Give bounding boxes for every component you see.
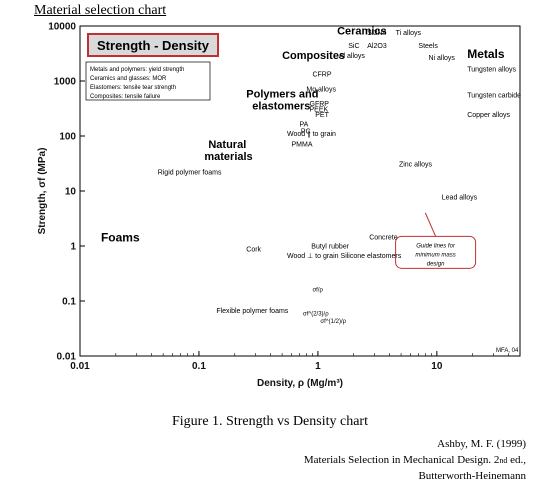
y-tick-label: 0.01 — [57, 352, 77, 363]
chart-title: Strength - Density — [97, 38, 210, 53]
material-label-ni-alloys: Ni alloys — [428, 55, 455, 62]
guide-exponent-1: σf/ρ — [312, 287, 323, 293]
citation-author: Ashby, M. F. (1999) — [437, 438, 526, 450]
material-label-flexible-polymer-foams: Flexible polymer foams — [216, 308, 288, 315]
guide-exponent-2: σf^(2/3)/ρ — [303, 311, 329, 317]
family-label-foams: Foams — [101, 231, 140, 245]
material-label-wood-to-grain: Wood ⊥ to grain — [287, 253, 339, 260]
y-tick-label: 10000 — [48, 22, 76, 33]
x-tick-label: 1 — [315, 361, 321, 372]
guide-exponent-3: σf^(1/2)/ρ — [320, 319, 346, 325]
legend-line-4: Composites: tensile failure — [90, 94, 161, 100]
family-label-natural-2: materials — [204, 151, 252, 163]
material-label-concrete: Concrete — [369, 235, 398, 242]
material-label-pmma: PMMA — [292, 141, 313, 148]
y-tick-label: 1000 — [54, 77, 77, 88]
family-label-composites: Composites — [282, 50, 345, 62]
citation-title: Materials Selection in Mechanical Design… — [303, 454, 526, 466]
material-label-pet: PET — [315, 112, 329, 119]
x-tick-label: 10 — [431, 361, 443, 372]
material-label-peek: PEEK — [310, 106, 329, 113]
y-tick-label: 1 — [70, 242, 76, 253]
material-label-mg-alloys: Mg alloys — [306, 86, 336, 93]
page-heading: Material selection chart — [34, 3, 167, 18]
x-axis-label: Density, ρ (Mg/m³) — [257, 378, 343, 389]
material-label-butyl-rubber: Butyl rubber — [311, 244, 349, 251]
strength-density-chart: 0.01 0.1 1 10 10000 1000 100 10 1 0.1 0.01 Density,… — [37, 22, 521, 390]
legend-line-2: Ceramics and glasses: MOR — [90, 76, 167, 82]
material-label-pc: PC — [301, 129, 311, 136]
family-label-metals: Metals — [467, 47, 505, 61]
material-label-pa: PA — [299, 121, 308, 128]
material-label-tungsten-alloys: Tungsten alloys — [467, 66, 516, 73]
material-label-ti-alloys: Ti alloys — [396, 30, 422, 37]
y-tick-label: 100 — [59, 132, 76, 143]
material-label-al-alloys: Al alloys — [339, 53, 366, 60]
guide-label-line1: Guide lines for — [416, 243, 456, 249]
x-tick-label: 0.01 — [70, 361, 90, 372]
chart-title-box — [87, 33, 219, 57]
material-label-tungsten-carbide: Tungsten carbide — [467, 93, 521, 100]
figure-caption: Figure 1. Strength vs Density chart — [172, 414, 368, 429]
material-label-al2o3: Al2O3 — [367, 43, 387, 50]
family-label-polymers-1: Polymers and — [246, 89, 318, 101]
y-tick-label: 0.1 — [62, 297, 76, 308]
material-label-sic: SiC — [348, 43, 359, 50]
material-label-steels: Steels — [418, 43, 438, 50]
material-label-cork: Cork — [246, 246, 261, 253]
family-label-ceramics: Ceramics — [337, 26, 387, 38]
material-label-cfrp: CFRP — [312, 72, 331, 79]
y-tick-label: 10 — [65, 187, 77, 198]
chart-text: 0.01 0.1 1 10 10000 1000 100 10 1 0.1 0.01 Density,… — [37, 22, 521, 390]
material-label-copper-alloys: Copper alloys — [467, 112, 510, 119]
material-label-silicone-elastomers: Silicone elastomers — [341, 253, 402, 260]
legend-box — [85, 61, 211, 101]
family-label-natural-1: Natural — [208, 139, 246, 151]
material-label-rigid-polymer-foams: Rigid polymer foams — [158, 169, 222, 176]
material-label-zinc-alloys: Zinc alloys — [399, 161, 433, 168]
y-axis-label: Strength, σf (MPa) — [37, 148, 48, 235]
x-tick-label: 0.1 — [192, 361, 206, 372]
legend-line-3: Elastomers: tensile tear strength — [90, 85, 176, 91]
family-label-polymers-2: elastomers — [252, 101, 310, 113]
chart-credit: MFA, 04 — [496, 348, 519, 354]
legend-line-1: Metals and polymers: yield strength — [90, 67, 184, 73]
material-label-lead-alloys: Lead alloys — [442, 195, 478, 202]
material-label-wood-to-grain: Wood ∥ to grain — [287, 130, 336, 138]
material-label-si3n4: Si3N4 — [367, 30, 386, 37]
guide-label-arrow — [424, 212, 437, 237]
guide-label-line2: minimum mass — [415, 252, 455, 258]
citation-publisher: Butterworth-Heinemann — [418, 470, 526, 482]
guide-label-line3: design — [427, 261, 445, 267]
material-label-gfrp: GFRP — [310, 101, 330, 108]
